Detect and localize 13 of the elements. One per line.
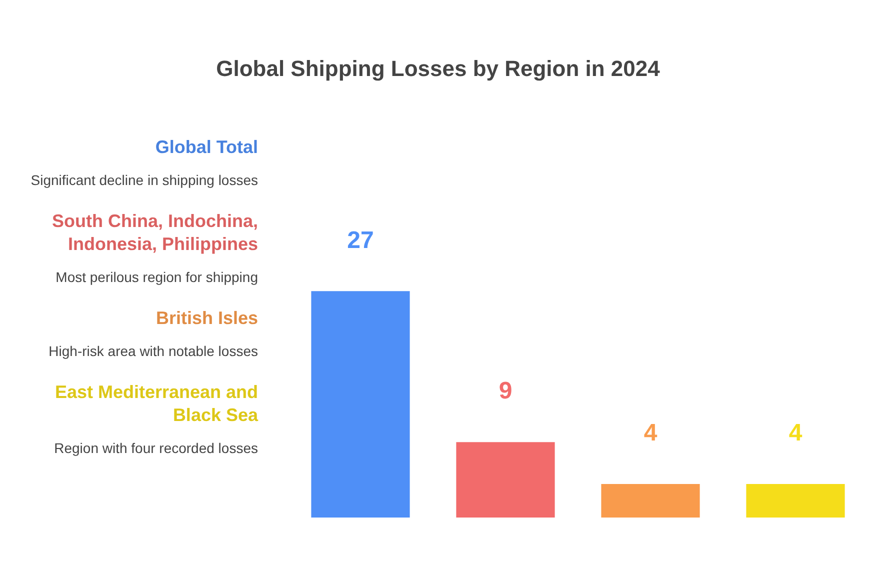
data-label: 27	[347, 226, 374, 254]
data-label: 4	[644, 420, 658, 447]
chart-title: Global Shipping Losses by Region in 2024	[215, 55, 661, 83]
text: Region with four recorded losses	[53, 439, 258, 458]
text: South China, Indochina, Indonesia, Philippines	[51, 210, 258, 256]
text: East Mediterranean and Black Sea	[54, 381, 258, 427]
data-label: 4	[788, 420, 803, 447]
text: Global Total	[154, 136, 258, 159]
data-label: 9	[498, 378, 512, 405]
text: High-risk area with notable losses	[48, 342, 258, 361]
text: British Isles	[154, 307, 258, 330]
text: Significant decline in shipping losses	[30, 171, 258, 190]
text: Most perilous region for shipping	[54, 268, 258, 287]
